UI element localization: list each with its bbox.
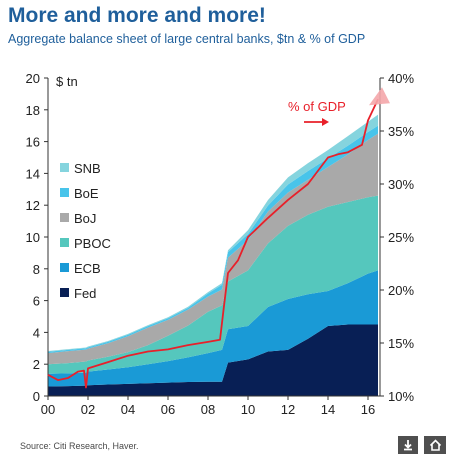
x-tick-label: 16 [361,402,375,417]
legend-label-pboc: PBOC [74,236,111,251]
source-note: Source: Citi Research, Haver. [20,441,139,451]
y2-tick-label: 20% [388,283,414,298]
y-tick-label: 18 [26,103,40,118]
legend-swatch-boe [60,188,69,197]
x-tick-label: 08 [201,402,215,417]
area-fed [48,324,378,396]
x-tick-label: 00 [41,402,55,417]
home-button[interactable] [424,436,446,454]
y-tick-label: 6 [33,294,40,309]
legend-swatch-pboc [60,238,69,247]
annotation-arrow-head [322,118,329,126]
pct-gdp-arrowhead [369,87,390,106]
legend-label-snb: SNB [74,161,101,176]
area-boj [48,133,378,365]
area-pboc [48,195,378,374]
x-tick-label: 06 [161,402,175,417]
y-tick-label: 16 [26,135,40,150]
x-tick-label: 10 [241,402,255,417]
area-snb [48,114,378,352]
legend-swatch-fed [60,288,69,297]
y2-tick-label: 10% [388,389,414,404]
y-tick-label: 20 [26,71,40,86]
y-tick-label: 4 [33,325,40,340]
y-tick-label: 2 [33,357,40,372]
legend-swatch-ecb [60,263,69,272]
y-tick-label: 12 [26,198,40,213]
x-tick-label: 04 [121,402,135,417]
chart-title: More and more and more! [8,4,266,27]
y-tick-label: 8 [33,262,40,277]
download-icon [402,439,414,451]
area-ecb [48,270,378,387]
x-tick-label: 14 [321,402,335,417]
y-tick-label: 10 [26,230,40,245]
y-tick-label: 0 [33,389,40,404]
home-icon [429,439,442,451]
legend-label-ecb: ECB [74,261,101,276]
area-boe [48,125,378,354]
legend-label-boj: BoJ [74,211,96,226]
y2-tick-label: 15% [388,336,414,351]
y2-tick-label: 30% [388,177,414,192]
y2-tick-label: 25% [388,230,414,245]
x-tick-label: 02 [81,402,95,417]
legend-label-boe: BoE [74,186,99,201]
download-button[interactable] [398,436,418,454]
chart-subtitle: Aggregate balance sheet of large central… [8,32,366,46]
legend-swatch-snb [60,163,69,172]
y2-tick-label: 40% [388,71,414,86]
y-axis-unit-label: $ tn [56,74,78,89]
legend-swatch-boj [60,213,69,222]
pct-gdp-line [47,98,379,389]
pct-gdp-annotation: % of GDP [288,99,346,114]
y-tick-label: 14 [26,166,40,181]
legend-label-fed: Fed [74,286,96,301]
y2-tick-label: 35% [388,124,414,139]
x-tick-label: 12 [281,402,295,417]
